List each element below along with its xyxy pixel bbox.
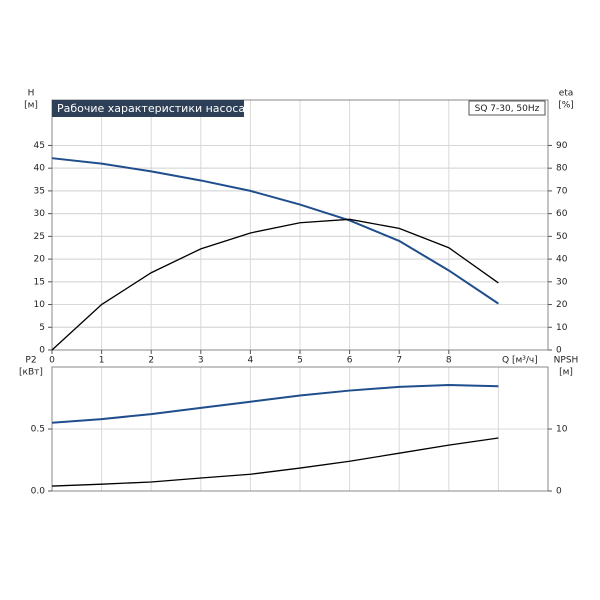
x-tick-label: 5: [297, 356, 303, 366]
series-line: [51, 437, 499, 487]
y2-axis-label: eta: [559, 89, 574, 99]
y2-tick-label: 10: [556, 425, 568, 435]
y-tick-label: 5: [39, 323, 45, 333]
y2-axis-unit: [м]: [559, 368, 573, 378]
series-line: [51, 218, 499, 351]
y2-tick-label: 60: [556, 209, 568, 219]
y2-tick-label: 0: [556, 487, 562, 497]
y-tick-label: 15: [34, 277, 45, 287]
y-tick-label: 0: [39, 346, 45, 356]
x-tick-label: 2: [148, 356, 154, 366]
y-tick-label: 0.0: [31, 487, 46, 497]
y-axis-label: P2: [25, 356, 36, 366]
x-tick-label: 1: [99, 356, 105, 366]
y-tick-label: 45: [34, 141, 45, 151]
chart-title: Рабочие характеристики насоса: [57, 102, 245, 115]
y-axis-unit: [м]: [24, 101, 38, 111]
series-line: [51, 383, 499, 424]
y2-tick-label: 20: [556, 300, 568, 310]
y-tick-label: 40: [34, 164, 46, 174]
x-tick-label: 6: [347, 356, 353, 366]
y2-axis-label: NPSH: [554, 356, 579, 366]
y2-tick-label: 30: [556, 277, 568, 287]
y2-tick-label: 90: [556, 141, 568, 151]
y2-tick-label: 80: [556, 164, 568, 174]
y-axis-unit: [кВт]: [19, 368, 43, 378]
series-line: [51, 157, 499, 305]
x-tick-label: 7: [396, 356, 402, 366]
y2-axis-unit: [%]: [558, 101, 574, 111]
y2-tick-label: 40: [556, 255, 568, 265]
x-tick-label: 3: [198, 356, 204, 366]
title-box: [52, 100, 244, 117]
y2-tick-label: 70: [556, 186, 568, 196]
subtitle-box: [468, 100, 546, 116]
y2-tick-label: 10: [556, 323, 568, 333]
y-axis-label: H: [28, 89, 35, 99]
y-tick-label: 20: [34, 255, 46, 265]
x-tick-label: 0: [49, 356, 55, 366]
y-tick-label: 10: [34, 300, 46, 310]
chart-subtitle: SQ 7-30, 50Hz: [475, 104, 540, 114]
y-tick-label: 25: [34, 232, 45, 242]
x-tick-label: 4: [248, 356, 254, 366]
y2-tick-label: 50: [556, 232, 568, 242]
x-axis-label: Q [м³/ч]: [502, 356, 538, 366]
y-tick-label: 35: [34, 186, 45, 196]
y-tick-label: 0.5: [31, 425, 45, 435]
x-tick-label: 8: [446, 356, 452, 366]
y2-tick-label: 0: [556, 346, 562, 356]
y-tick-label: 30: [34, 209, 46, 219]
